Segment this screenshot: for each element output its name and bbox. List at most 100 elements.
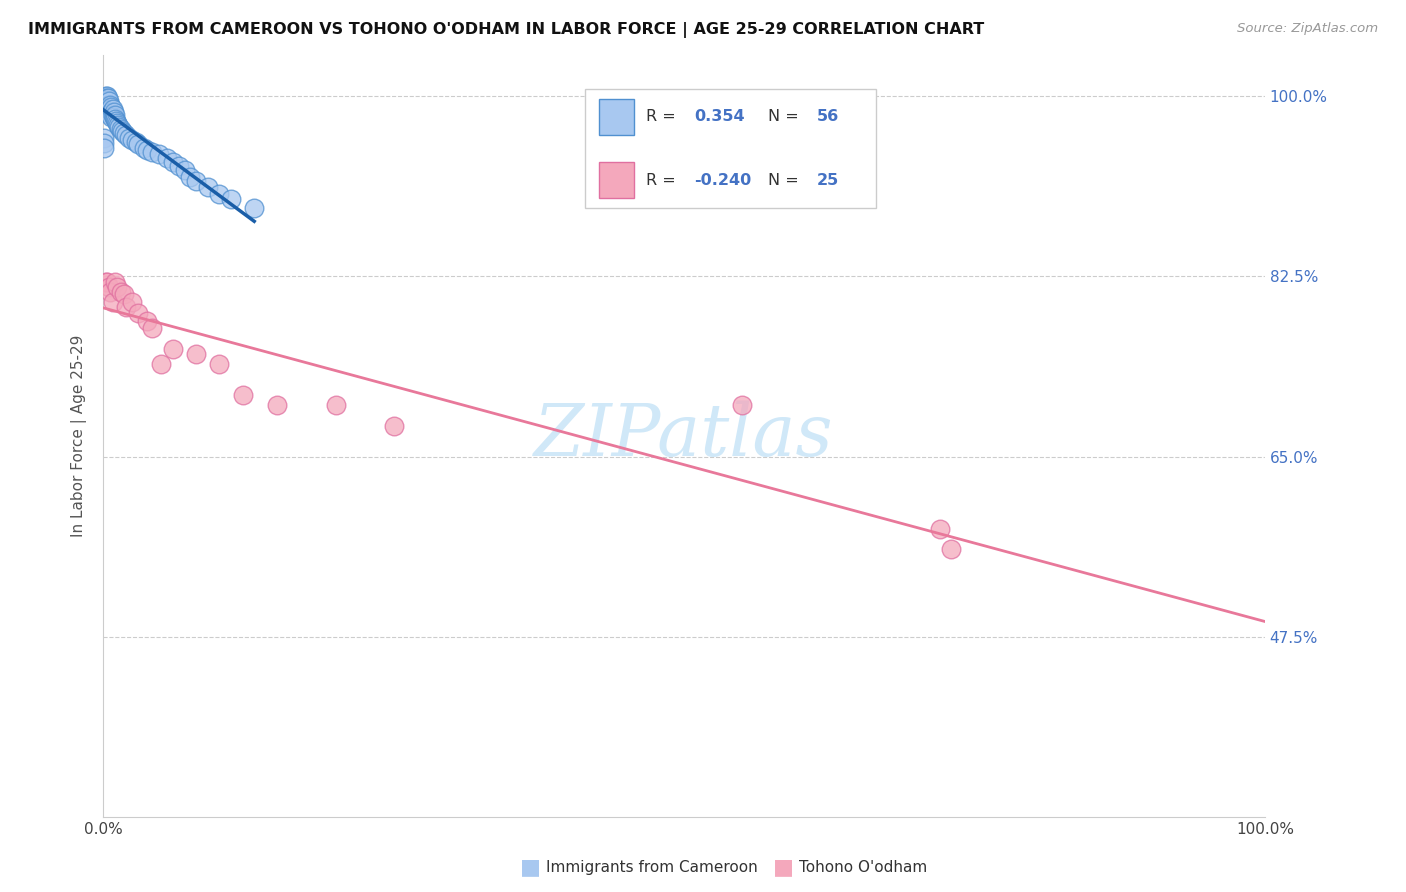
Point bbox=[382, 418, 405, 433]
Point bbox=[112, 287, 135, 301]
Point bbox=[96, 91, 118, 105]
Point bbox=[115, 128, 138, 143]
Point bbox=[121, 132, 143, 146]
Point bbox=[105, 116, 128, 130]
Point bbox=[127, 305, 149, 319]
Point bbox=[208, 187, 231, 202]
Point bbox=[148, 147, 170, 161]
Point bbox=[167, 159, 190, 173]
Point bbox=[104, 114, 127, 128]
Point bbox=[97, 102, 120, 116]
Point bbox=[928, 522, 950, 536]
Point bbox=[93, 141, 115, 155]
Point bbox=[219, 192, 242, 206]
Y-axis label: In Labor Force | Age 25-29: In Labor Force | Age 25-29 bbox=[72, 334, 87, 537]
Point bbox=[136, 314, 159, 328]
Point bbox=[141, 321, 163, 335]
Text: Source: ZipAtlas.com: Source: ZipAtlas.com bbox=[1237, 22, 1378, 36]
Point bbox=[107, 118, 129, 132]
Point bbox=[197, 180, 219, 194]
Point bbox=[100, 110, 122, 124]
Point bbox=[103, 104, 125, 119]
Point bbox=[94, 95, 117, 109]
Point bbox=[208, 357, 231, 371]
Point bbox=[100, 104, 122, 119]
Point bbox=[101, 102, 124, 116]
Text: ■: ■ bbox=[520, 857, 541, 877]
Point bbox=[266, 398, 288, 412]
Text: ZIPatlas: ZIPatlas bbox=[534, 401, 834, 471]
Point bbox=[112, 127, 135, 141]
Point bbox=[162, 342, 184, 356]
Point bbox=[111, 124, 134, 138]
Point bbox=[93, 136, 115, 150]
Point bbox=[105, 280, 128, 294]
Text: 25: 25 bbox=[817, 172, 839, 187]
Point bbox=[243, 201, 266, 215]
Point bbox=[127, 136, 149, 151]
Point bbox=[150, 357, 173, 371]
Point bbox=[94, 89, 117, 103]
Point bbox=[94, 91, 117, 105]
Point bbox=[108, 120, 131, 135]
Point bbox=[98, 97, 121, 112]
Point bbox=[110, 122, 132, 136]
Point bbox=[104, 108, 127, 122]
Point bbox=[104, 112, 127, 126]
Text: N =: N = bbox=[768, 110, 804, 124]
FancyBboxPatch shape bbox=[599, 98, 634, 135]
Point bbox=[162, 155, 184, 169]
Text: ■: ■ bbox=[773, 857, 794, 877]
Point bbox=[121, 295, 143, 310]
Point bbox=[156, 151, 179, 165]
Point bbox=[93, 130, 115, 145]
Point bbox=[98, 108, 121, 122]
Point bbox=[96, 89, 118, 103]
Point bbox=[118, 130, 141, 145]
Point bbox=[115, 301, 138, 315]
Point bbox=[97, 91, 120, 105]
Point bbox=[94, 100, 117, 114]
Point bbox=[97, 97, 120, 112]
Text: N =: N = bbox=[768, 172, 804, 187]
Text: 0.354: 0.354 bbox=[695, 110, 745, 124]
Text: R =: R = bbox=[645, 172, 681, 187]
Point bbox=[100, 100, 122, 114]
FancyBboxPatch shape bbox=[599, 161, 634, 198]
Point bbox=[94, 275, 117, 289]
Point bbox=[101, 108, 124, 122]
Point bbox=[941, 542, 963, 557]
Text: Tohono O'odham: Tohono O'odham bbox=[799, 860, 927, 874]
Point bbox=[96, 100, 118, 114]
Point bbox=[731, 398, 754, 412]
Point bbox=[98, 104, 121, 119]
Point bbox=[141, 145, 163, 159]
Point bbox=[325, 398, 347, 412]
Point bbox=[96, 104, 118, 119]
Point bbox=[103, 110, 125, 124]
Point bbox=[98, 102, 121, 116]
Point bbox=[96, 94, 118, 108]
Point bbox=[232, 388, 254, 402]
Point bbox=[96, 275, 118, 289]
Text: -0.240: -0.240 bbox=[695, 172, 752, 187]
FancyBboxPatch shape bbox=[585, 89, 876, 208]
Point bbox=[104, 275, 127, 289]
Point bbox=[173, 163, 195, 178]
Point bbox=[186, 347, 208, 361]
Text: R =: R = bbox=[645, 110, 681, 124]
Point bbox=[132, 141, 155, 155]
Point bbox=[136, 143, 159, 157]
Text: IMMIGRANTS FROM CAMEROON VS TOHONO O'ODHAM IN LABOR FORCE | AGE 25-29 CORRELATIO: IMMIGRANTS FROM CAMEROON VS TOHONO O'ODH… bbox=[28, 22, 984, 38]
Point bbox=[98, 280, 121, 294]
Point bbox=[98, 95, 121, 109]
Point bbox=[179, 169, 201, 184]
Point bbox=[101, 295, 124, 310]
Point bbox=[125, 135, 148, 149]
Point bbox=[98, 100, 121, 114]
Point bbox=[110, 285, 132, 299]
Text: Immigrants from Cameroon: Immigrants from Cameroon bbox=[546, 860, 758, 874]
Point bbox=[98, 285, 121, 299]
Text: 56: 56 bbox=[817, 110, 839, 124]
Point bbox=[186, 174, 208, 188]
